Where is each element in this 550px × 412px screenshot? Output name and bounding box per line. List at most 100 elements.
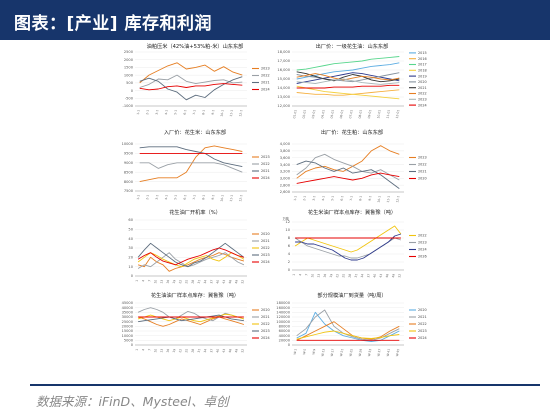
x-tick-label: 22 [178,348,183,353]
chart-title: 花生油厂开机率（%） [169,208,221,216]
legend-item: 2022 [261,246,270,250]
series-line-2020 [137,316,245,327]
series-line-2023 [139,62,243,84]
x-tick-label: 13 [316,273,321,278]
series-line-2022 [296,153,400,181]
chart-title: 部分规模油厂到货量（吨/周） [317,291,386,299]
legend-item: 2023 [261,155,270,159]
x-tick-label: W-1 [293,348,298,355]
x-tick-label: 1-1 [293,195,298,201]
x-tick-label: 1-1 [136,109,141,115]
legend-item: 2016 [418,57,427,61]
x-tick-label: 04-01 [320,109,325,118]
x-tick-label: W-37 [376,348,381,356]
legend-item: 2026 [418,255,427,259]
x-tick-label: 4-1 [164,109,169,115]
y-tick-label: 12 [285,220,290,224]
x-tick-label: 12-1 [238,109,243,116]
y-tick-label: 2,600 [280,190,291,194]
legend-item: 2024 [261,336,270,340]
y-tick-label: 40000 [122,306,134,310]
y-tick-label: 45000 [122,301,134,305]
legend-item: 2021 [261,169,270,173]
x-tick-label: 43 [222,348,227,353]
x-tick-label: 52 [397,273,402,278]
chart-title: 花生米油厂样本点库存：冀鲁豫（吨） [308,208,396,216]
series-line-2021 [139,146,243,168]
x-tick-label: 49 [391,273,396,278]
x-tick-label: W-25 [348,348,353,356]
legend-item: 2020 [261,232,270,236]
x-tick-label: 4 [141,348,145,351]
series-line-2021 [296,160,400,189]
series-line-2022 [294,225,402,253]
y-tick-label: 20000 [122,325,134,329]
x-tick-label: 12-1 [395,195,400,202]
x-tick-label: 01-01 [292,109,297,118]
x-tick-label: 05-01 [330,109,335,118]
x-tick-label: 46 [228,348,233,353]
y-tick-label: 18,000 [277,50,290,54]
y-tick-label: 100000 [276,320,290,324]
x-tick-label: 3-1 [155,109,160,115]
x-tick-label: 10-01 [376,109,381,118]
x-tick-label: 52 [240,348,245,353]
legend-item: 2023 [418,156,427,160]
y-tick-label: 60 [128,218,133,222]
x-tick-label: 6-1 [340,195,345,201]
title-banner: 图表：[产业] 库存和利润 [0,0,550,40]
x-tick-label: 52 [240,279,245,284]
y-tick-label: 180000 [276,301,290,305]
x-tick-label: 2-1 [145,194,150,200]
x-tick-label: 12-1 [238,194,243,201]
chart-title: 花生油油厂样本点库存：冀鲁豫（吨） [151,291,239,299]
x-tick-label: 11-01 [386,109,391,118]
x-tick-label: 3-1 [155,194,160,200]
legend-item: 2024 [261,88,270,92]
y-axis-label: 万吨 [283,216,290,221]
legend-item: 2021 [418,170,427,174]
x-tick-label: 43 [222,279,227,284]
x-tick-label: 40 [372,273,377,278]
y-tick-label: 8500 [124,170,134,174]
y-tick-label: 3,200 [280,170,291,174]
x-tick-label: 49 [234,279,239,284]
x-tick-label: 5-1 [173,194,178,200]
y-tick-label: 160000 [276,306,290,310]
x-tick-label: 37 [366,273,371,278]
series-line-2016 [296,89,400,96]
x-tick-label: 22 [335,273,340,278]
x-tick-label: 10-1 [220,109,225,116]
y-tick-label: 3,800 [280,149,291,153]
y-tick-label: 1000 [124,73,134,77]
y-tick-label: 7500 [124,189,134,193]
y-tick-label: 2000 [124,58,134,62]
y-tick-label: 500 [126,81,134,85]
chart-title: 入厂价：花生米：山东东部 [164,128,226,136]
x-tick-label: 2-1 [145,109,150,115]
y-tick-label: 12,000 [277,104,290,108]
chart-title: 出厂价：一级花生油：山东东部 [316,42,389,50]
series-line-2022 [296,73,400,81]
y-tick-label: 35000 [122,311,134,315]
y-tick-label: 3,600 [280,156,291,160]
legend-item: 2017 [418,63,427,67]
x-tick-label: 10 [153,279,158,284]
y-tick-label: 2500 [124,50,134,54]
y-tick-label: 0 [131,89,134,93]
x-tick-label: 9-1 [211,109,216,115]
series-line-2024 [296,84,400,89]
x-tick-label: 1 [135,279,139,282]
x-tick-label: 08-01 [358,109,363,118]
series-line-2020 [137,252,245,272]
x-tick-label: 34 [203,348,208,353]
legend-item: 2024 [418,336,427,340]
x-tick-label: 1-1 [136,194,141,200]
chart-1: 油粕压米（42%油+53%粕-米）山东东部 2500 2000 1500 1000 500… [123,42,270,117]
y-tick-label: 6 [288,244,291,248]
legend-item: 2021 [418,315,427,319]
x-tick-label: 9-1 [368,195,373,201]
series-line-2023 [139,145,243,183]
y-tick-label: 20000 [279,339,291,343]
series-line-2023 [296,330,400,340]
